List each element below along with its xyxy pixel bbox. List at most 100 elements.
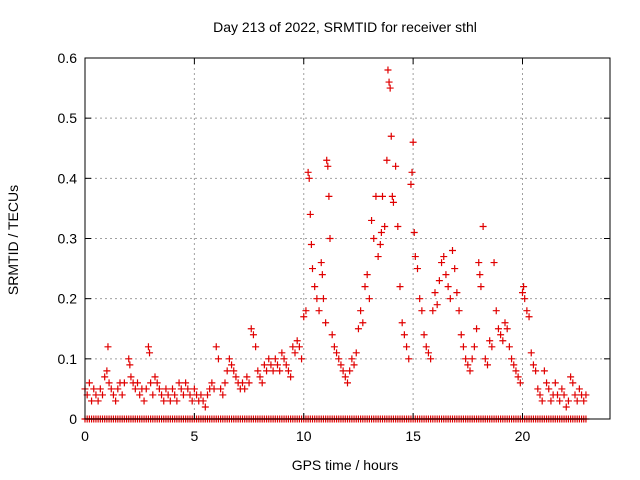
data-point: [315, 307, 323, 315]
data-point: [125, 355, 133, 363]
data-point: [462, 355, 470, 363]
data-point: [562, 403, 570, 411]
data-point: [146, 349, 154, 357]
data-point: [182, 379, 190, 387]
y-tick-label: 0.1: [58, 351, 78, 367]
y-axis-ticks: 0 0.1 0.2 0.3 0.4 0.5 0.6: [58, 50, 610, 427]
data-point: [470, 343, 478, 351]
data-point: [477, 283, 485, 291]
data-point: [516, 379, 524, 387]
data-point: [534, 385, 542, 393]
data-point: [147, 379, 155, 387]
data-point: [269, 367, 277, 375]
data-point: [184, 385, 192, 393]
data-point: [311, 283, 319, 291]
data-point: [88, 397, 96, 405]
data-point: [521, 295, 529, 303]
data-point: [411, 253, 419, 261]
data-point: [512, 367, 520, 375]
data-point: [300, 313, 308, 321]
data-point: [464, 361, 472, 369]
y-tick-label: 0.4: [58, 170, 78, 186]
data-point: [276, 367, 284, 375]
y-tick-label: 0.3: [58, 231, 78, 247]
data-point: [153, 379, 161, 387]
data-point: [569, 379, 577, 387]
data-point: [186, 391, 194, 399]
data-point: [241, 385, 249, 393]
data-point: [381, 222, 389, 230]
data-point: [372, 192, 380, 200]
data-point: [126, 361, 134, 369]
data-point: [328, 331, 336, 339]
data-points: [81, 66, 590, 423]
data-point: [529, 361, 537, 369]
data-point: [197, 391, 205, 399]
data-point: [171, 391, 179, 399]
data-point: [414, 265, 421, 273]
data-point: [225, 355, 233, 363]
x-tick-label: 15: [405, 428, 421, 444]
data-point: [134, 379, 141, 387]
data-point: [573, 397, 581, 405]
data-point: [409, 138, 417, 146]
data-point: [289, 343, 297, 351]
data-point: [352, 349, 360, 357]
data-point: [287, 373, 295, 381]
data-point: [433, 301, 441, 309]
data-point: [243, 373, 251, 381]
data-point: [547, 397, 555, 405]
data-point: [256, 373, 264, 381]
data-point: [365, 295, 373, 303]
data-point: [520, 283, 528, 291]
data-point: [457, 331, 465, 339]
data-point: [385, 78, 393, 86]
data-point: [177, 385, 185, 393]
data-point: [386, 84, 394, 92]
data-point: [188, 397, 196, 405]
data-point: [210, 385, 218, 393]
data-point: [392, 162, 400, 170]
data-point: [245, 379, 253, 387]
data-point: [422, 343, 430, 351]
data-point: [564, 397, 572, 405]
data-point: [295, 343, 303, 351]
data-point: [326, 235, 334, 242]
data-point: [416, 295, 424, 303]
data-point: [359, 319, 367, 327]
data-point: [476, 271, 484, 279]
data-point: [455, 307, 463, 315]
data-point: [540, 367, 548, 375]
y-axis-label: SRMTID / TECUs: [5, 185, 21, 295]
data-point: [333, 349, 341, 357]
data-point: [407, 180, 415, 188]
data-point: [293, 337, 301, 345]
data-point: [501, 319, 509, 327]
data-point: [204, 391, 211, 399]
data-point: [131, 385, 139, 393]
data-point: [175, 379, 183, 387]
data-point: [571, 391, 579, 399]
data-point: [377, 228, 385, 236]
data-point: [337, 361, 345, 369]
data-point: [103, 367, 111, 375]
data-point: [217, 385, 225, 393]
data-point: [252, 343, 260, 351]
data-point: [302, 307, 310, 315]
data-point: [307, 241, 315, 249]
data-point: [136, 391, 144, 399]
data-point: [166, 397, 174, 405]
data-point: [144, 343, 152, 351]
data-point: [230, 367, 238, 375]
data-point: [370, 235, 378, 242]
x-axis-label: GPS time / hours: [292, 457, 399, 473]
data-point: [361, 283, 369, 291]
data-point: [344, 379, 351, 387]
data-point: [350, 361, 358, 369]
data-point: [105, 379, 113, 387]
data-point: [169, 385, 176, 393]
data-point: [556, 397, 564, 405]
x-tick-label: 20: [515, 428, 531, 444]
data-point: [114, 385, 122, 393]
data-point: [92, 391, 100, 399]
